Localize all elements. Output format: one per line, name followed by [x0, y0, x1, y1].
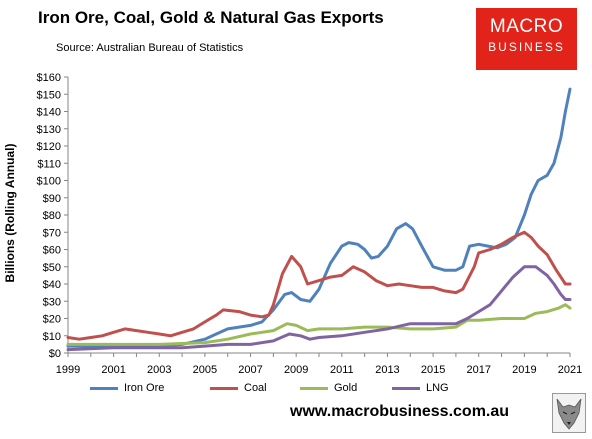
y-tick-label: $120: [37, 141, 61, 153]
legend-label-coal: Coal: [244, 382, 267, 394]
y-tick-label: $20: [43, 314, 61, 326]
y-tick-label: $50: [43, 262, 61, 274]
x-tick-label: 2013: [375, 364, 399, 376]
x-tick-label: 2011: [330, 364, 354, 376]
series-line-iron-ore: [66, 87, 572, 348]
y-tick-label: $80: [43, 210, 61, 222]
y-tick-label: $150: [37, 89, 61, 101]
x-tick-label: 2009: [284, 364, 308, 376]
x-tick-label: 2021: [558, 364, 582, 376]
legend-swatch-gold: [300, 386, 328, 390]
logo-line-2: BUSINESS: [488, 40, 565, 54]
x-tick-label: 2015: [421, 364, 445, 376]
y-tick-label: $60: [43, 245, 61, 257]
series-line-coal: [66, 230, 572, 341]
x-tick-label: 2019: [512, 364, 536, 376]
y-tick-label: $30: [43, 296, 61, 308]
x-tick-label: 2007: [238, 364, 262, 376]
x-tick-label: 2001: [101, 364, 125, 376]
y-tick-label: $160: [37, 72, 61, 84]
y-tick-label: $130: [37, 124, 61, 136]
legend-item-gold: Gold: [300, 382, 357, 394]
footer-url: www.macrobusiness.com.au: [290, 403, 510, 420]
y-tick-label: $110: [37, 158, 61, 170]
x-tick-label: 2003: [147, 364, 171, 376]
legend-swatch-iron-ore: [90, 386, 118, 390]
y-tick-label: $90: [43, 193, 61, 205]
series-line-lng: [66, 265, 572, 352]
x-tick-label: 1999: [56, 364, 80, 376]
y-tick-label: $140: [37, 107, 61, 119]
y-tick-label: $100: [37, 176, 61, 188]
legend-label-iron-ore: Iron Ore: [124, 382, 165, 394]
x-tick-label: 2005: [193, 364, 217, 376]
chart-title: Iron Ore, Coal, Gold & Natural Gas Expor…: [38, 8, 384, 27]
legend-item-lng: LNG: [392, 382, 449, 394]
wolf-logo-icon: [552, 393, 586, 433]
y-tick-label: $0: [49, 348, 61, 360]
y-tick-label: $70: [43, 227, 61, 239]
legend-item-coal: Coal: [210, 382, 267, 394]
legend-label-gold: Gold: [334, 382, 358, 394]
y-tick-label: $10: [43, 331, 61, 343]
legend-label-lng: LNG: [426, 382, 449, 394]
series-line-gold: [66, 303, 572, 346]
macrobusiness-logo: MACRO BUSINESS: [476, 8, 577, 70]
logo-line-1: MACRO: [489, 16, 564, 37]
y-tick-label: $40: [43, 279, 61, 291]
legend-item-iron-ore: Iron Ore: [90, 382, 164, 394]
legend-swatch-lng: [392, 386, 420, 390]
x-tick-label: 2017: [466, 364, 490, 376]
legend-swatch-coal: [210, 386, 238, 390]
chart-source: Source: Australian Bureau of Statistics: [56, 42, 244, 54]
